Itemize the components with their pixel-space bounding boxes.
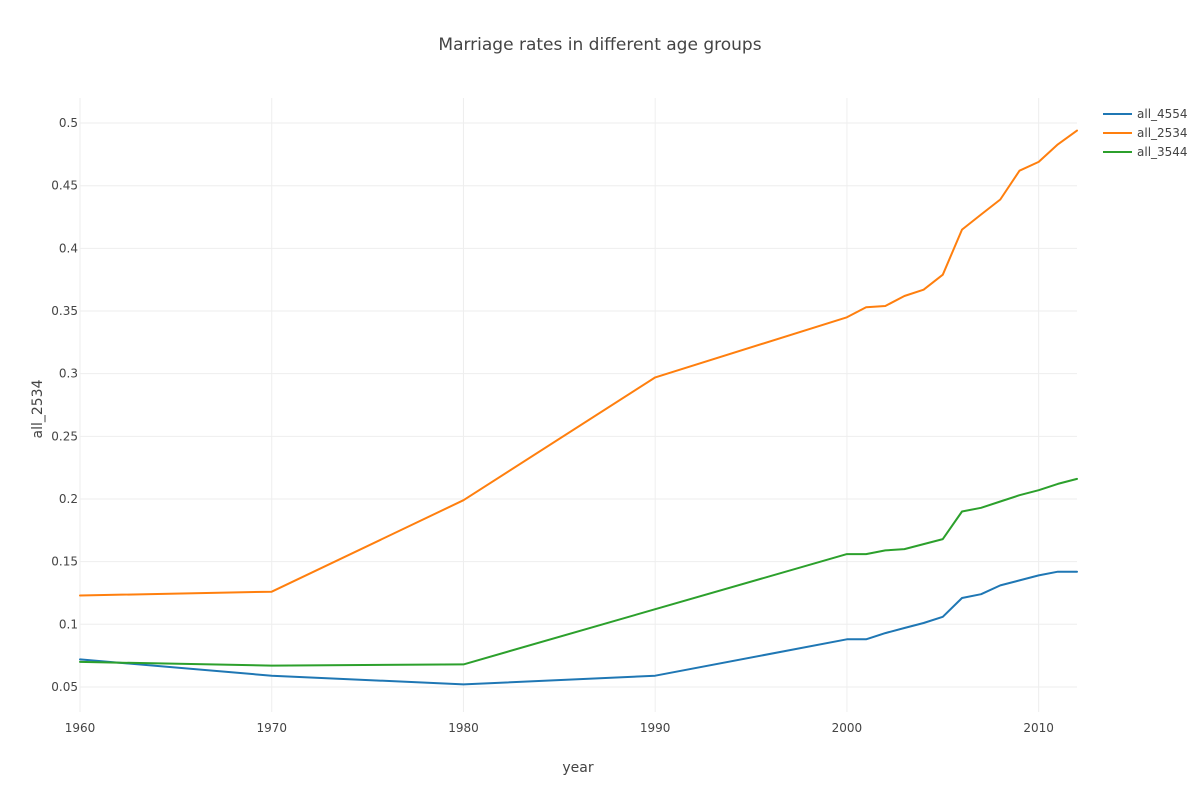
- chart-title: Marriage rates in different age groups: [438, 35, 761, 55]
- y-tick-label: 0.2: [59, 492, 78, 506]
- y-tick-label: 0.05: [51, 680, 78, 694]
- series-layer: [79, 129, 1078, 686]
- x-tick-label: 1960: [65, 721, 96, 735]
- legend-label: all_4554: [1137, 107, 1188, 121]
- y-axis-ticks: 0.05 0.1 0.15 0.2 0.25 0.3 0.35 0.4 0.45 0.5: [51, 116, 78, 694]
- series-line-all_2534: [79, 129, 1078, 597]
- y-tick-label: 0.35: [51, 304, 78, 318]
- y-tick-label: 0.4: [59, 241, 78, 255]
- legend-item-all_4554[interactable]: all_4554: [1103, 107, 1188, 121]
- grid-layer: [79, 98, 1077, 712]
- y-tick-label: 0.25: [51, 429, 78, 443]
- series-line-all_3544: [79, 477, 1078, 667]
- x-tick-label: 1970: [256, 721, 287, 735]
- legend-label: all_3544: [1137, 145, 1188, 159]
- x-axis-title: year: [562, 760, 593, 776]
- y-tick-label: 0.1: [59, 617, 78, 631]
- x-tick-label: 1980: [448, 721, 479, 735]
- legend[interactable]: all_4554 all_2534 all_3544: [1103, 107, 1188, 159]
- y-tick-label: 0.3: [59, 367, 78, 381]
- x-tick-label: 2000: [832, 721, 863, 735]
- series-line-all_4554: [79, 570, 1078, 686]
- legend-label: all_2534: [1137, 126, 1188, 140]
- y-tick-label: 0.15: [51, 555, 78, 569]
- x-axis-ticks: 1960 1970 1980 1990 2000 2010: [65, 721, 1054, 735]
- legend-item-all_2534[interactable]: all_2534: [1103, 126, 1188, 140]
- x-tick-label: 1990: [640, 721, 671, 735]
- y-tick-label: 0.45: [51, 179, 78, 193]
- y-tick-label: 0.5: [59, 116, 78, 130]
- y-axis-title: all_2534: [30, 379, 46, 438]
- legend-item-all_3544[interactable]: all_3544: [1103, 145, 1188, 159]
- x-tick-label: 2010: [1023, 721, 1054, 735]
